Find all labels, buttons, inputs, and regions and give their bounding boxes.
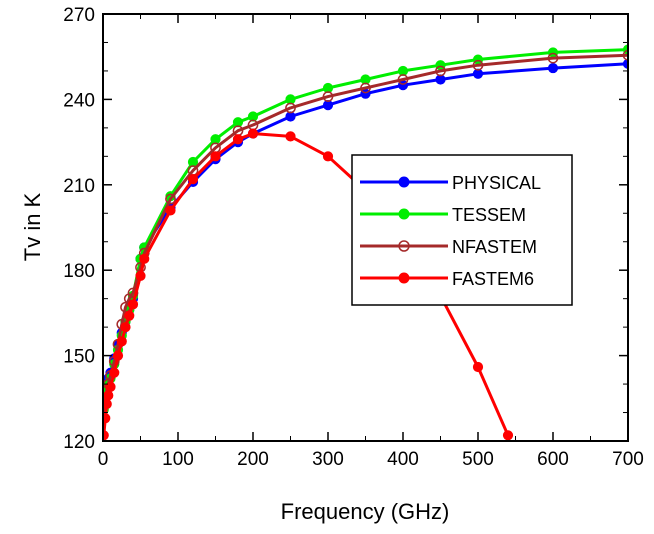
data-point-fastem6 — [285, 131, 296, 142]
legend-label-fastem6: FASTEM6 — [452, 269, 534, 289]
data-point-fastem6 — [232, 134, 244, 145]
data-point-fastem6 — [165, 205, 176, 216]
data-point-nfastem — [322, 91, 334, 102]
legend: PHYSICAL TESSEM NFASTEM FASTEM6 — [351, 154, 573, 306]
legend-marker-fastem6 — [398, 272, 410, 284]
data-point-fastem6 — [124, 310, 135, 321]
x-tick-label: 300 — [312, 449, 344, 470]
data-point-fastem6 — [103, 390, 114, 401]
data-point-fastem6 — [112, 350, 124, 361]
data-point-fastem6 — [187, 174, 199, 185]
data-point-fastem6 — [139, 253, 150, 264]
data-point-fastem6 — [247, 128, 259, 139]
x-tick-label: 200 — [237, 449, 269, 470]
y-tick-label: 270 — [63, 5, 95, 26]
data-point-fastem6 — [103, 413, 111, 424]
x-tick-label: 100 — [162, 449, 194, 470]
legend-label-nfastem: NFASTEM — [452, 237, 537, 257]
y-tick-label: 150 — [63, 347, 95, 368]
data-point-fastem6 — [502, 430, 514, 441]
data-point-nfastem — [472, 59, 484, 71]
x-tick-label: 0 — [98, 449, 109, 470]
data-point-fastem6 — [135, 270, 146, 281]
x-tick-label: 700 — [612, 449, 644, 470]
data-point-fastem6 — [322, 151, 334, 162]
data-point-nfastem — [435, 65, 446, 77]
x-tick-label: 500 — [462, 449, 494, 470]
data-point-fastem6 — [109, 367, 120, 378]
data-point-fastem6 — [210, 151, 221, 162]
data-point-nfastem — [622, 49, 628, 61]
data-point-nfastem — [127, 287, 139, 299]
y-tick-label: 210 — [63, 176, 95, 197]
x-tick-label: 600 — [537, 449, 569, 470]
data-point-fastem6 — [127, 299, 139, 310]
data-point-physical — [622, 58, 628, 69]
data-point-fastem6 — [116, 336, 127, 347]
data-point-fastem6 — [105, 381, 116, 393]
data-point-nfastem — [397, 74, 409, 85]
data-point-fastem6 — [472, 361, 484, 373]
data-point-nfastem — [360, 82, 371, 94]
legend-marker-tessem — [398, 208, 410, 220]
data-point-nfastem — [547, 52, 559, 64]
data-point-physical — [547, 62, 559, 74]
data-point-nfastem — [285, 102, 296, 114]
legend-label-tessem: TESSEM — [452, 205, 526, 225]
legend-marker-physical — [398, 176, 410, 188]
y-tick-label: 180 — [63, 261, 95, 282]
y-axis-title: Tv in K — [20, 192, 45, 261]
data-point-nfastem — [165, 193, 176, 205]
legend-box — [351, 154, 573, 306]
legend-label-physical: PHYSICAL — [452, 173, 541, 193]
y-tick-label: 120 — [63, 432, 95, 453]
y-tick-label: 240 — [63, 90, 95, 111]
legend-marker-nfastem — [398, 240, 410, 252]
data-point-fastem6 — [120, 322, 131, 333]
x-axis-title: Frequency (GHz) — [281, 499, 450, 524]
series-tessem — [103, 44, 628, 415]
x-tick-label: 400 — [387, 449, 419, 470]
